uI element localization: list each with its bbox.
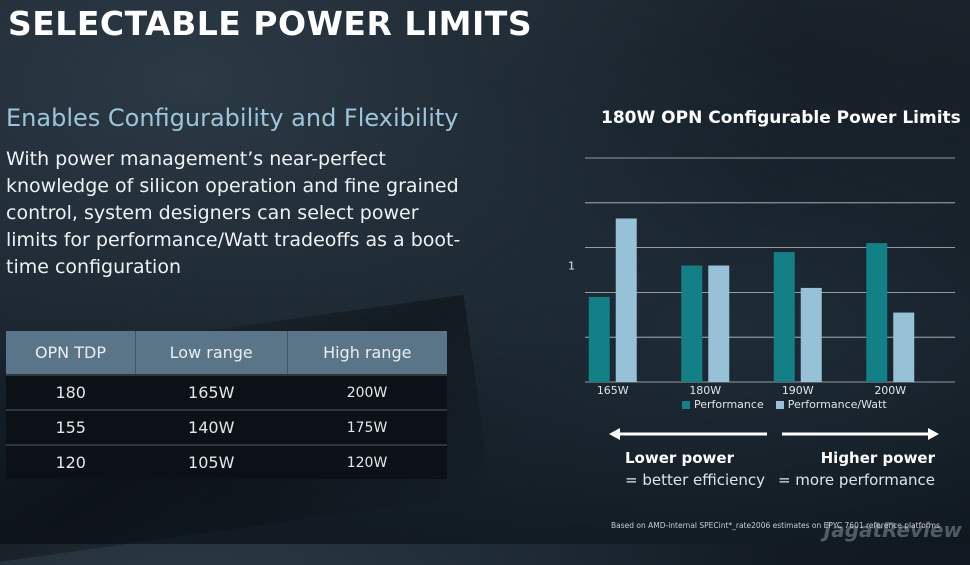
cell-high-range: 175W (287, 409, 447, 445)
lower-power-note: = better efficiency (625, 471, 766, 489)
cell-opn-tdp: 155 (6, 409, 136, 445)
cell-low-range: 165W (135, 374, 288, 410)
cell-opn-tdp: 120 (6, 444, 136, 479)
cell-high-range: 200W (287, 374, 447, 410)
page-title: SELECTABLE POWER LIMITS (8, 4, 533, 43)
right-arrow-icon (782, 428, 939, 440)
bar-performance-per-watt (893, 312, 915, 382)
cell-high-range: 120W (287, 444, 447, 479)
legend-label: Performance/Watt (787, 398, 887, 411)
x-tick-label: 190W (782, 384, 814, 397)
bar-performance (588, 296, 610, 382)
bar-performance-per-watt (615, 218, 637, 382)
bar-performance (866, 243, 888, 382)
x-tick-label: 200W (874, 384, 906, 397)
table-header-row: OPN TDP Low range High range (6, 331, 447, 375)
description: With power management’s near-perfect kno… (6, 148, 461, 278)
lower-power-label: Lower power (625, 449, 734, 467)
left-arrow-icon (609, 428, 767, 440)
bar-performance (681, 265, 703, 382)
x-tick-label: 165W (597, 384, 629, 397)
higher-power-label: Higher power (820, 449, 935, 467)
header-high-range: High range (287, 331, 447, 375)
footnote: Based on AMD-internal SPECint*_rate2006 … (611, 521, 940, 530)
bar-performance (773, 252, 795, 382)
y-tick-label: 1 (568, 260, 575, 273)
header-opn-tdp: OPN TDP (6, 331, 136, 375)
table-row: 155 140W 175W (6, 409, 447, 445)
subtitle: Enables Configurability and Flexibility (6, 104, 459, 132)
legend-item-performance-per-watt: Performance/Watt (775, 398, 887, 411)
bar-performance-per-watt (800, 287, 822, 382)
table-row: 120 105W 120W (6, 444, 447, 479)
legend-swatch-performance-per-watt (775, 400, 784, 409)
table-row: 180 165W 200W (6, 374, 447, 410)
cell-low-range: 140W (135, 409, 288, 445)
higher-power-note: = more performance (777, 471, 935, 489)
chart-legend: Performance Performance/Watt (682, 398, 887, 411)
power-range-table: OPN TDP Low range High range 180 165W 20… (6, 331, 447, 479)
header-low-range: Low range (135, 331, 288, 375)
x-tick-label: 180W (689, 384, 721, 397)
legend-swatch-performance (682, 400, 690, 409)
cell-low-range: 105W (135, 444, 288, 479)
bar-performance-per-watt (708, 265, 730, 382)
chart-title: 180W OPN Configurable Power Limits (601, 108, 961, 128)
cell-opn-tdp: 180 (6, 374, 136, 410)
legend-item-performance: Performance (682, 398, 764, 411)
watermark-logo: JagatReview (823, 518, 962, 542)
bar-chart: 1 165W 180W 190W 200W (568, 157, 955, 397)
legend-label: Performance (694, 398, 764, 411)
